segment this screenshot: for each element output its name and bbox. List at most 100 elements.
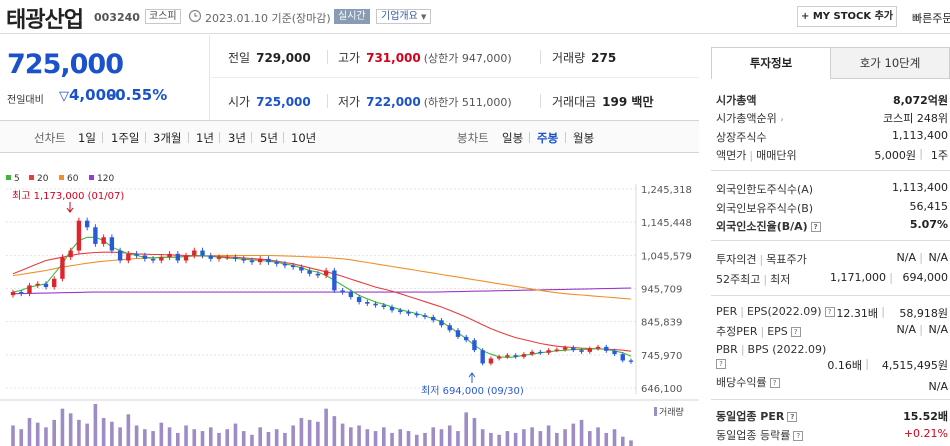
period-1d[interactable]: 1일: [78, 131, 96, 145]
candle-body: [562, 347, 568, 350]
company-info-label: 기업개요: [381, 11, 418, 22]
volume-bar: [546, 425, 551, 446]
tab-order-book[interactable]: 호가 10단계: [830, 47, 950, 79]
volume-bar: [208, 427, 213, 446]
candle-body: [496, 356, 502, 359]
volume-bar: [307, 419, 312, 446]
candle-body: [554, 349, 560, 351]
period-1w[interactable]: 1주일: [111, 131, 140, 145]
divider: [711, 399, 950, 400]
period-1y[interactable]: 1년: [196, 131, 214, 145]
foreign-ratio-value: 5.07%: [909, 218, 948, 231]
mystock-label: MY STOCK 추가: [812, 11, 894, 22]
sector-per-label: 동일업종 PER: [716, 410, 785, 423]
low-arrow-head: [468, 372, 476, 378]
eps-value: 58,918원: [899, 307, 948, 320]
change-value: 4,000: [69, 86, 117, 104]
candle-body: [488, 358, 494, 364]
candle-body: [200, 250, 205, 256]
week52-high-value: 1,171,000: [830, 271, 886, 284]
pbr-row: PBR | BPS (2022.09): [716, 343, 827, 356]
opinion-row: 투자의견 | 목표주가 N/A | N/A: [716, 251, 948, 266]
candle-weekly[interactable]: 주봉: [537, 131, 559, 145]
candle-body: [258, 258, 263, 263]
volume-bar: [11, 425, 15, 446]
period-3y[interactable]: 3년: [228, 131, 246, 145]
price-change: ▽4,000: [59, 86, 116, 104]
candle-body: [249, 260, 255, 263]
candle-body: [167, 253, 172, 258]
period-10y[interactable]: 10년: [291, 131, 317, 145]
volume-bar: [414, 434, 419, 446]
candle-body: [513, 355, 518, 357]
candle-body: [571, 347, 576, 351]
cap-rank-label: 시가총액순위: [716, 112, 777, 125]
candle-body: [529, 351, 535, 355]
quote-grid: 전일 729,000 고가 731,000 (상한가 947,000) 거래량 275 …: [211, 35, 699, 120]
candle-body: [60, 257, 65, 279]
help-icon[interactable]: ?: [769, 378, 780, 388]
candle-monthly[interactable]: 월봉: [573, 131, 595, 145]
candle-body: [175, 253, 180, 261]
candle-body: [332, 270, 337, 291]
period-3m[interactable]: 3개월: [153, 131, 182, 145]
candle-body: [315, 273, 321, 276]
legend-label: 20: [37, 174, 49, 184]
volume-bar: [258, 427, 262, 446]
help-icon[interactable]: ?: [824, 307, 835, 317]
candle-body: [43, 283, 49, 288]
investment-info-panel: 투자정보 호가 10단계 시가총액 8,072억원 시가총액순위 › 코스피 248…: [711, 47, 950, 446]
volume-bar: [77, 419, 81, 446]
candle-body: [117, 250, 123, 261]
high-annotation: 최고 1,173,000 (01/07): [12, 190, 124, 202]
open-value: 725,000: [256, 95, 311, 109]
quick-order-link[interactable]: 빠른주문: [912, 12, 950, 25]
volume-bar: [431, 427, 436, 446]
candle-body: [134, 253, 139, 256]
help-icon[interactable]: ?: [716, 359, 726, 369]
volume-bar: [340, 423, 345, 446]
lower-limit: (하한가 511,000): [423, 96, 512, 109]
change-label: 전일대비: [7, 95, 44, 106]
help-icon[interactable]: ?: [810, 222, 821, 232]
y-tick-label: 945,709: [641, 285, 682, 296]
candle-body: [183, 255, 189, 261]
volume-bar: [316, 421, 320, 446]
volume-bar: [241, 431, 246, 446]
volume-bar: [283, 432, 287, 446]
help-icon[interactable]: ?: [790, 327, 801, 337]
candle-daily[interactable]: 일봉: [502, 131, 524, 145]
candle-body: [398, 310, 403, 312]
bps-label: BPS (2022.09): [747, 343, 827, 356]
candle-body: [159, 257, 164, 261]
help-icon[interactable]: ?: [787, 412, 798, 422]
line-chart-label: 선차트: [34, 131, 66, 145]
candle-body: [109, 237, 115, 251]
volume-bar: [522, 429, 526, 446]
candle-body: [27, 285, 32, 294]
candle-body: [620, 354, 625, 361]
realtime-button[interactable]: 실시간: [334, 9, 370, 24]
y-tick-label: 646,100: [641, 384, 682, 395]
candle-body: [93, 227, 98, 244]
cap-rank-row: 시가총액순위 › 코스피 248위: [716, 110, 950, 127]
candle-body: [546, 350, 551, 353]
series-line-ma120: [12, 287, 632, 295]
week52-high-label: 52주최고: [716, 273, 761, 286]
tab-investment-info[interactable]: 투자정보: [711, 47, 831, 79]
weekly-candle-chart: 1,245,318 1,145,448 1,045,579 945,709 845,83…: [0, 174, 699, 446]
candle-body: [68, 250, 73, 258]
help-icon[interactable]: ?: [793, 431, 804, 441]
volume-bar: [52, 419, 56, 446]
candle-body: [266, 258, 271, 263]
volume-bar: [250, 434, 254, 446]
candle-body: [274, 262, 279, 264]
candle-body: [290, 265, 296, 268]
legend-label: 120: [97, 174, 114, 184]
current-price: 725,000: [7, 49, 124, 80]
add-mystock-button[interactable]: + MY STOCK 추가: [797, 6, 897, 27]
candle-body: [76, 220, 82, 251]
period-5y[interactable]: 5년: [260, 131, 278, 145]
candle-body: [406, 311, 411, 314]
company-info-dropdown[interactable]: 기업개요 ▼: [376, 9, 432, 24]
